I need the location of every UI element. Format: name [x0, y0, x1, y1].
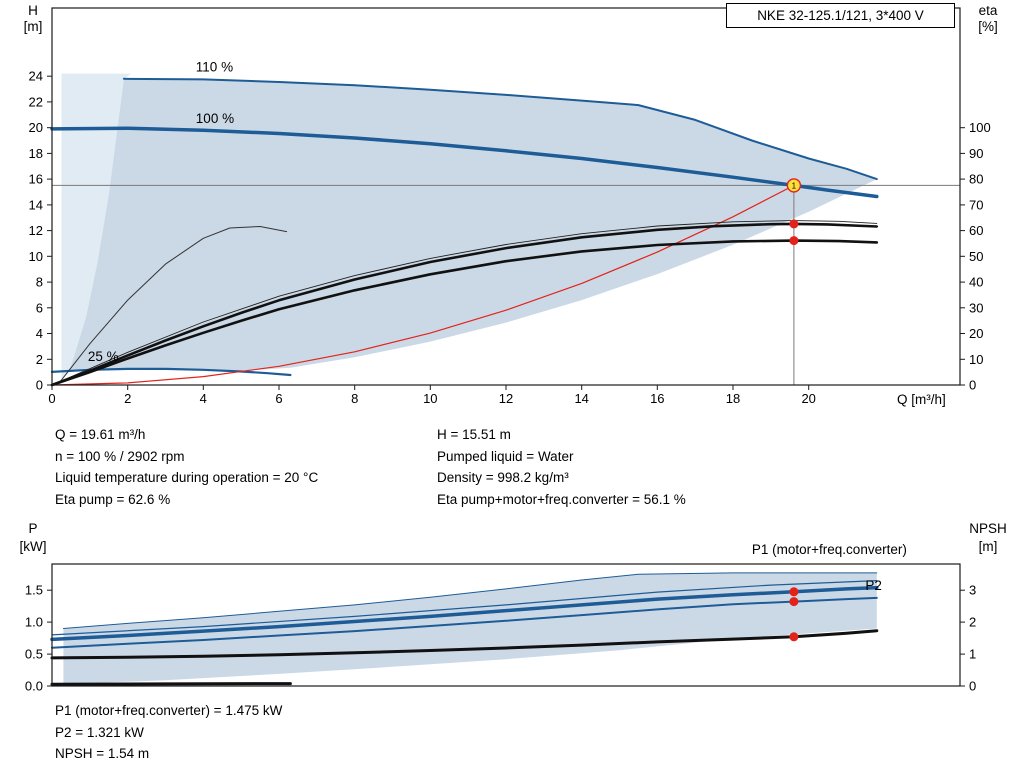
x-tick-label: 20 — [801, 391, 815, 406]
duty-info-right-column: H = 15.51 m Pumped liquid = Water Densit… — [437, 424, 686, 510]
operating-dot — [789, 236, 799, 246]
pump-title-box: NKE 32-125.1/121, 3*400 V — [726, 3, 955, 28]
info-npsh: NPSH = 1.54 m — [55, 746, 150, 761]
y-right-tick-label: 0 — [969, 378, 976, 393]
y-right-axis-label: NPSH — [969, 521, 1007, 536]
p-25pct — [50, 682, 292, 686]
y-left-tick-label: 14 — [29, 197, 43, 212]
x-tick-label: 8 — [351, 391, 358, 406]
power-info-column: P1 (motor+freq.converter) = 1.475 kW P2 … — [55, 700, 282, 765]
y-left-axis-label: [m] — [24, 19, 43, 34]
x-tick-label: 12 — [499, 391, 513, 406]
y-left-tick-label: 24 — [29, 69, 43, 84]
y-right-axis-label: [%] — [978, 19, 998, 34]
info-eta-total: Eta pump+motor+freq.converter = 56.1 % — [437, 491, 686, 507]
y-right-tick-label: 70 — [969, 197, 983, 212]
info-pumped-liquid: Pumped liquid = Water — [437, 448, 574, 464]
x-tick-label: 18 — [726, 391, 740, 406]
y-left-tick-label: 0 — [36, 378, 43, 393]
x-tick-label: 6 — [275, 391, 282, 406]
curve-110pct — [122, 77, 878, 181]
eta-total-curve — [50, 239, 879, 387]
eta-pump-curve — [50, 222, 879, 387]
y-right-tick-label: 100 — [969, 120, 991, 135]
info-p1: P1 (motor+freq.converter) = 1.475 kW — [55, 703, 283, 718]
y-right-tick-label: 90 — [969, 146, 983, 161]
y-right-tick-label: 20 — [969, 326, 983, 341]
y-right-tick-label: 30 — [969, 300, 983, 315]
x-tick-label: 0 — [48, 391, 55, 406]
y-left-axis-label: P — [28, 521, 37, 536]
y-right-tick-label: 0 — [969, 679, 976, 694]
eta-partial-speed — [59, 226, 288, 383]
curve-label: P1 (motor+freq.converter) — [752, 542, 907, 557]
y-right-axis-label: [m] — [979, 539, 998, 554]
duty-point-number: 1 — [792, 181, 797, 190]
y-right-tick-label: 60 — [969, 223, 983, 238]
x-tick-label: 16 — [650, 391, 664, 406]
y-right-tick-label: 3 — [969, 583, 976, 598]
info-flow: Q = 19.61 m³/h — [55, 427, 146, 442]
y-left-tick-label: 22 — [29, 94, 43, 109]
system-curve — [51, 184, 795, 386]
y-left-tick-label: 0.0 — [25, 679, 43, 694]
y-right-tick-label: 80 — [969, 172, 983, 187]
y-right-axis-label: eta — [979, 3, 998, 18]
curve-label: 100 % — [196, 111, 234, 126]
y-right-tick-label: 10 — [969, 352, 983, 367]
y-left-tick-label: 1.5 — [25, 583, 43, 598]
y-left-axis-label: [kW] — [20, 539, 47, 554]
y-left-axis-label: H — [28, 3, 38, 18]
info-p2: P2 = 1.321 kW — [55, 724, 144, 740]
operating-dot — [789, 597, 799, 607]
info-liquid-temperature: Liquid temperature during operation = 20… — [55, 470, 319, 485]
y-left-tick-label: 1.0 — [25, 615, 43, 630]
y-right-tick-label: 40 — [969, 275, 983, 290]
y-left-tick-label: 10 — [29, 249, 43, 264]
y-left-tick-label: 16 — [29, 172, 43, 187]
y-left-tick-label: 4 — [36, 326, 43, 341]
operating-dot — [789, 632, 799, 642]
envelope-light — [61, 73, 132, 379]
y-right-tick-label: 50 — [969, 249, 983, 264]
info-speed: n = 100 % / 2902 rpm — [55, 448, 185, 464]
info-density: Density = 998.2 kg/m³ — [437, 470, 569, 485]
curve-label: 25 % — [88, 349, 119, 364]
x-tick-label: 10 — [423, 391, 437, 406]
operating-dot — [789, 587, 799, 597]
duty-info-left-column: Q = 19.61 m³/h n = 100 % / 2902 rpm Liqu… — [55, 424, 318, 510]
x-tick-label: 4 — [200, 391, 207, 406]
y-left-tick-label: 18 — [29, 146, 43, 161]
p1-110pct-thin — [51, 579, 878, 636]
curve-label: P2 — [865, 578, 882, 593]
y-right-tick-label: 1 — [969, 647, 976, 662]
y-left-tick-label: 0.5 — [25, 647, 43, 662]
y-left-tick-label: 20 — [29, 120, 43, 135]
y-left-tick-label: 12 — [29, 223, 43, 238]
x-axis-label: Q [m³/h] — [897, 392, 946, 407]
x-tick-label: 14 — [574, 391, 588, 406]
y-right-tick-label: 2 — [969, 615, 976, 630]
chart-frame — [51, 563, 961, 687]
duty-point-marker — [786, 178, 802, 193]
y-left-tick-label: 6 — [36, 300, 43, 315]
operating-dot — [789, 219, 799, 229]
curve-label: 110 % — [196, 60, 233, 75]
info-head: H = 15.51 m — [437, 427, 511, 442]
power-band-top — [62, 572, 878, 629]
x-tick-label: 2 — [124, 391, 131, 406]
y-left-tick-label: 8 — [36, 275, 43, 290]
y-left-tick-label: 2 — [36, 352, 43, 367]
info-eta-pump: Eta pump = 62.6 % — [55, 491, 171, 507]
